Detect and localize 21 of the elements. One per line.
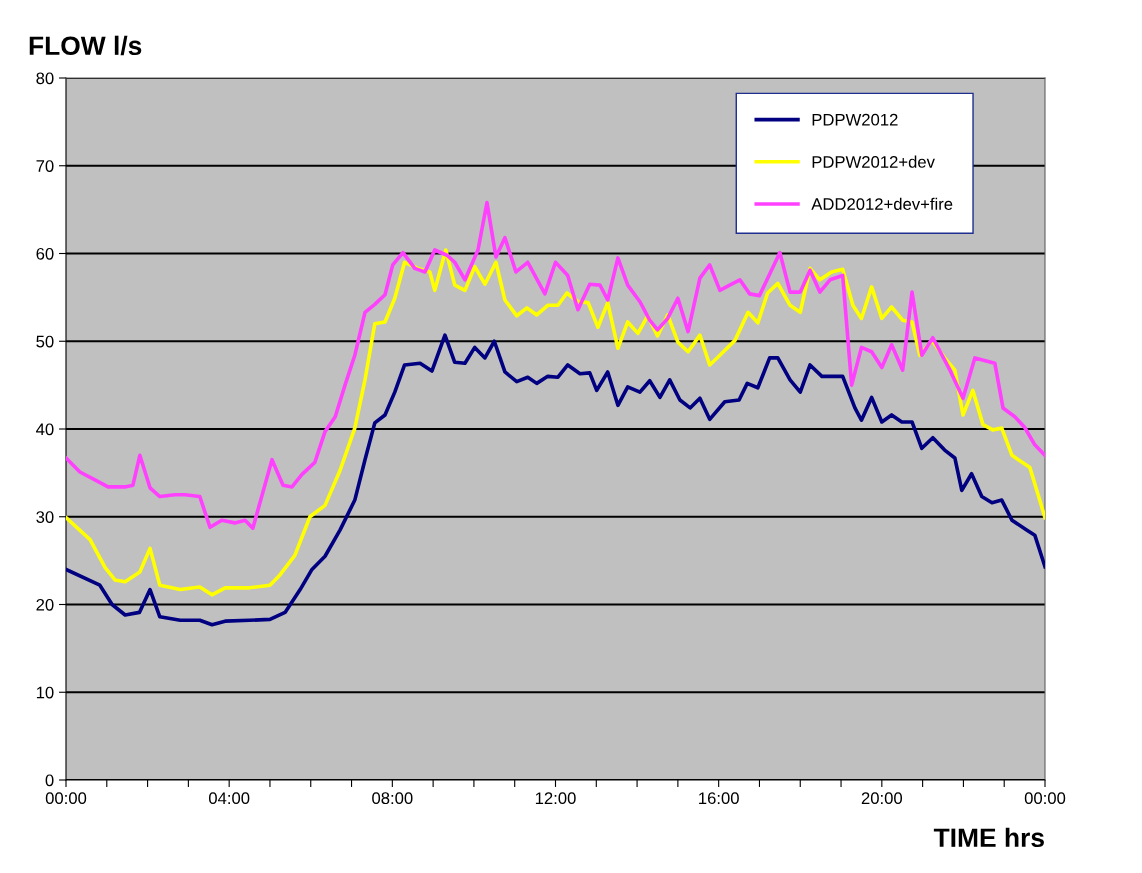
legend-label: PDPW2012 bbox=[812, 113, 898, 126]
y-tick-label: 30 bbox=[36, 511, 54, 523]
y-tick-label: 70 bbox=[36, 160, 54, 172]
x-tick-label: 04:00 bbox=[208, 792, 250, 805]
y-tick-label: 20 bbox=[36, 598, 54, 611]
y-tick-label: 60 bbox=[36, 247, 54, 260]
x-tick-label: 20:00 bbox=[861, 792, 903, 805]
y-tick-label: 50 bbox=[36, 335, 54, 348]
y-axis-title: FLOW l/s bbox=[29, 35, 142, 56]
y-tick-label: 10 bbox=[36, 686, 54, 699]
y-tick-label: 40 bbox=[36, 423, 54, 436]
x-tick-label: 00:00 bbox=[1024, 792, 1066, 805]
x-tick-label: 12:00 bbox=[535, 792, 576, 805]
legend-label: ADD2012+dev+fire bbox=[811, 197, 953, 210]
x-tick-label: 16:00 bbox=[699, 792, 739, 805]
y-tick-label: 80 bbox=[36, 72, 54, 85]
x-tick-label: 00:00 bbox=[45, 792, 87, 805]
x-axis-title: TIME hrs bbox=[933, 827, 1044, 848]
x-tick-label: 08:00 bbox=[372, 792, 413, 805]
legend-label: PDPW2012+dev bbox=[812, 155, 935, 168]
y-tick-label: 0 bbox=[45, 774, 54, 787]
